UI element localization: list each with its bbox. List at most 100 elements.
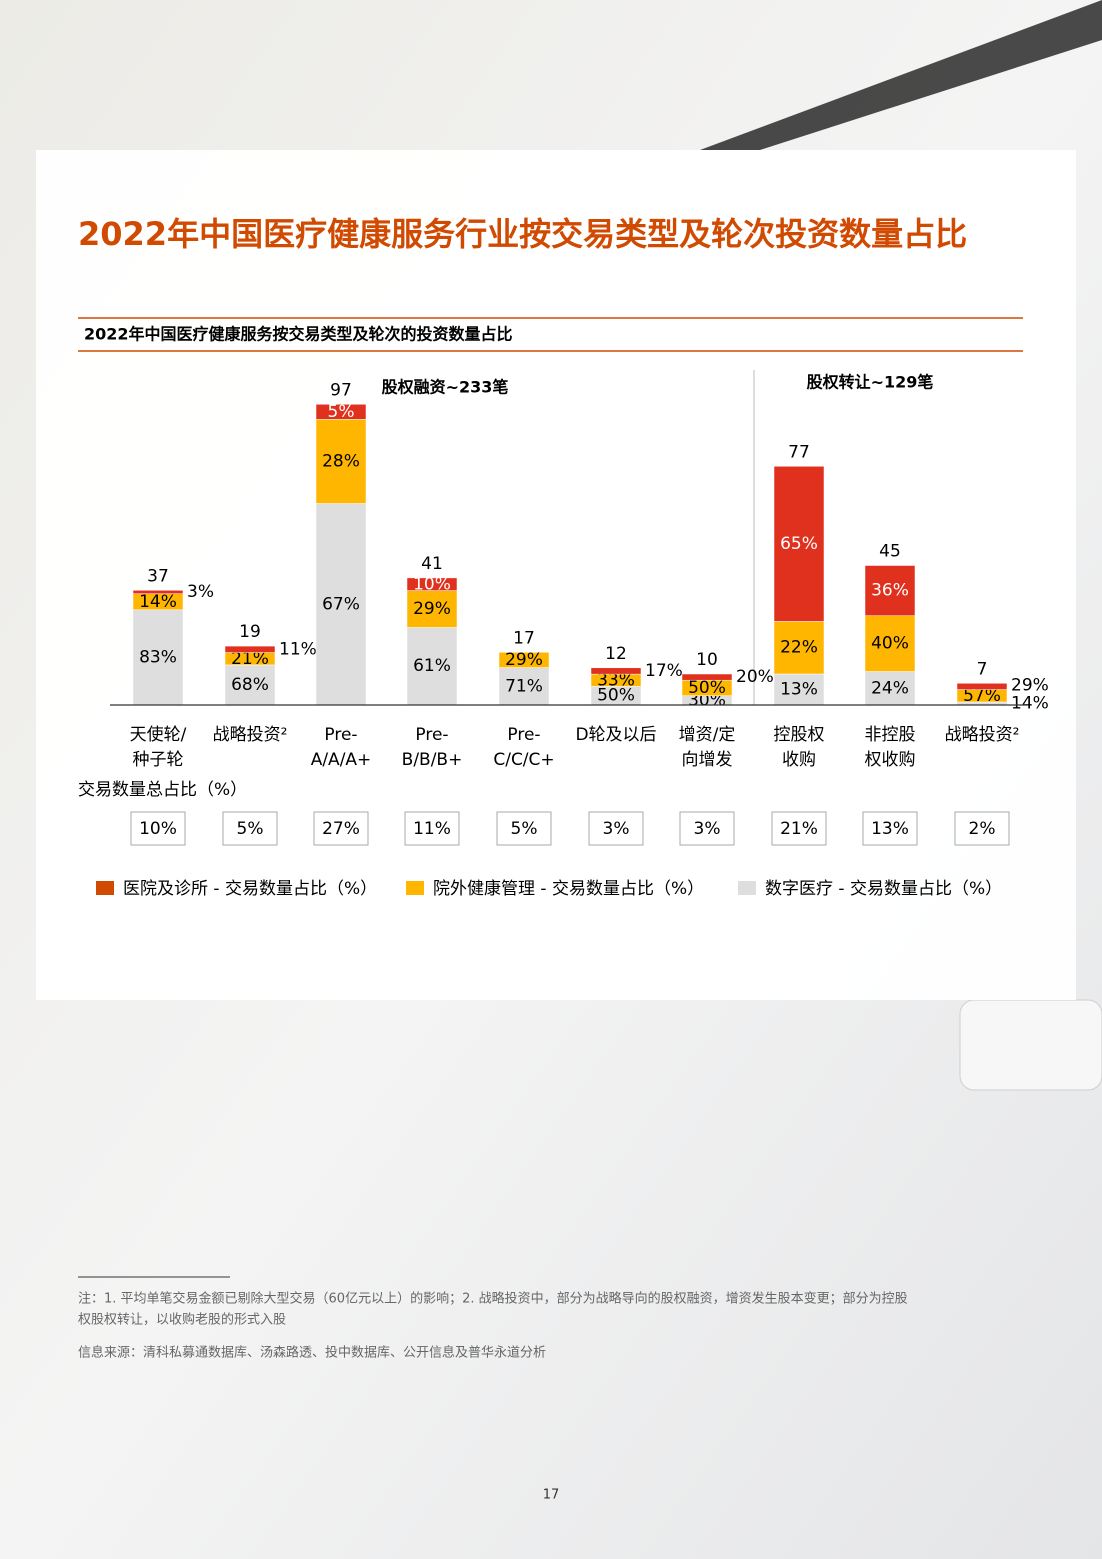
share-box	[954, 811, 1010, 846]
share-box	[222, 811, 278, 846]
segment-label: 17%	[645, 661, 683, 681]
bar-segment	[681, 673, 733, 681]
category-label: Pre-	[507, 725, 540, 745]
legend-label: 院外健康管理 - 交易数量占比（%）	[433, 879, 704, 899]
page-title: 2022年中国医疗健康服务行业按交易类型及轮次投资数量占比	[78, 215, 967, 253]
share-box	[496, 811, 552, 846]
bar-segment	[773, 673, 825, 706]
share-label: 5%	[511, 819, 538, 839]
share-box	[313, 811, 369, 846]
total-label: 77	[788, 442, 810, 462]
category-label: Pre-	[324, 725, 357, 745]
category-label: 增资/定	[679, 725, 736, 745]
segment-label: 20%	[736, 667, 774, 687]
segment-label: 14%	[139, 592, 177, 612]
source: 信息来源：清科私募通数据库、汤森路透、投中数据库、公开信息及普华永道分析	[78, 1345, 546, 1361]
segment-label: 67%	[322, 594, 360, 614]
segment-label: 28%	[322, 451, 360, 471]
bar-segment	[132, 609, 184, 706]
share-label: 2%	[969, 819, 996, 839]
segment-label: 68%	[231, 675, 269, 695]
bar-segment	[864, 565, 916, 616]
bar-segment	[498, 667, 550, 706]
share-box	[588, 811, 644, 846]
page-number: 17	[543, 1488, 560, 1503]
category-label: D轮及以后	[575, 725, 656, 745]
segment-label: 83%	[139, 647, 177, 667]
share-box	[771, 811, 827, 846]
panel	[36, 150, 1076, 1000]
segment-label: 24%	[871, 678, 909, 698]
category-label: 战略投资²	[213, 725, 288, 745]
share-label: 13%	[871, 819, 909, 839]
segment-label: 50%	[597, 686, 635, 706]
category-label: 收购	[782, 750, 816, 770]
total-label: 37	[147, 566, 169, 586]
segment-label: 40%	[871, 634, 909, 654]
total-label: 12	[605, 644, 627, 664]
category-label: 非控股	[865, 725, 916, 745]
category-label: 控股权	[774, 725, 825, 745]
bar-segment	[864, 615, 916, 672]
share-label: 3%	[603, 819, 630, 839]
decor-key	[959, 999, 1102, 1091]
note: 权股权转让，以收购老股的形式入股	[78, 1312, 286, 1328]
category-label: A/A/A+	[311, 750, 372, 770]
segment-label: 71%	[505, 676, 543, 696]
share-title: 交易数量总占比（%）	[78, 780, 247, 800]
bar-segment	[590, 667, 642, 675]
segment-label: 21%	[231, 649, 269, 669]
category-label: B/B/B+	[402, 750, 463, 770]
share-box	[862, 811, 918, 846]
bar-segment	[406, 577, 458, 591]
total-label: 41	[421, 554, 443, 574]
group-label: 股权转让~129笔	[807, 373, 934, 392]
legend-swatch	[738, 881, 756, 895]
bar-segment	[773, 466, 825, 622]
bar-segment	[315, 404, 367, 420]
bar-segment	[498, 652, 550, 668]
segment-label: 36%	[871, 581, 909, 601]
legend-label: 医院及诊所 - 交易数量占比（%）	[123, 879, 377, 899]
share-label: 21%	[780, 819, 818, 839]
total-label: 45	[879, 542, 901, 562]
bar-segment	[224, 664, 276, 706]
segment-label: 22%	[780, 638, 818, 658]
category-label: C/C/C+	[493, 750, 554, 770]
share-label: 27%	[322, 819, 360, 839]
segment-label: 14%	[1011, 693, 1049, 713]
bar-segment	[773, 621, 825, 675]
total-label: 17	[513, 628, 535, 648]
share-label: 5%	[237, 819, 264, 839]
share-label: 11%	[413, 819, 451, 839]
segment-label: 50%	[688, 678, 726, 698]
group-label: 股权融资~233笔	[382, 378, 509, 397]
segment-label: 33%	[597, 670, 635, 690]
legend-swatch	[406, 881, 424, 895]
bar-segment	[315, 503, 367, 706]
total-label: 97	[330, 380, 352, 400]
share-box	[130, 811, 186, 846]
category-label: 种子轮	[133, 750, 184, 770]
total-label: 7	[977, 659, 988, 679]
segment-label: 10%	[413, 574, 451, 594]
segment-label: 5%	[328, 402, 355, 422]
category-label: 战略投资²	[945, 725, 1020, 745]
legend-swatch	[96, 881, 114, 895]
legend-label: 数字医疗 - 交易数量占比（%）	[765, 879, 1002, 899]
segment-label: 3%	[187, 582, 214, 602]
share-box	[679, 811, 735, 846]
segment-label: 29%	[413, 599, 451, 619]
segment-label: 13%	[780, 679, 818, 699]
segment-label: 29%	[505, 650, 543, 670]
segment-label: 57%	[963, 686, 1001, 706]
bar-segment	[406, 590, 458, 628]
bar-segment	[406, 627, 458, 706]
bar-segment	[132, 590, 184, 594]
share-label: 10%	[139, 819, 177, 839]
total-label: 10	[696, 650, 718, 670]
share-box	[404, 811, 460, 846]
note: 注：1. 平均单笔交易金额已剔除大型交易（60亿元以上）的影响；2. 战略投资中…	[78, 1291, 908, 1307]
bar-segment	[315, 419, 367, 504]
